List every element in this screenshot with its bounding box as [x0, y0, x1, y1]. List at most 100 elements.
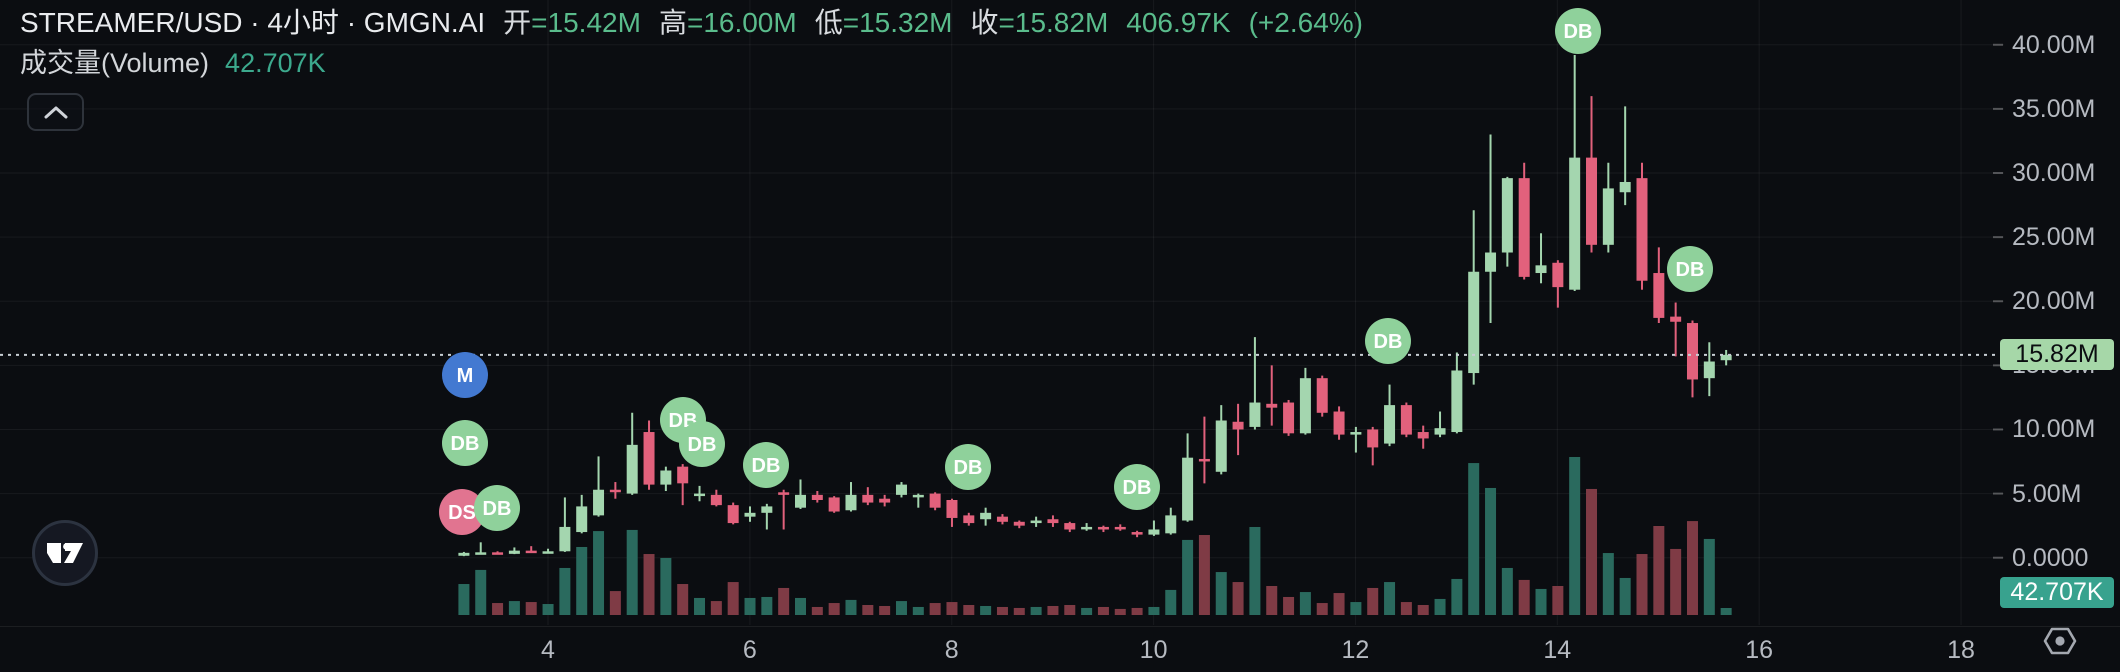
- candle: [778, 489, 790, 530]
- volume-bar: [1249, 526, 1261, 615]
- price-tick-label: 35.00M: [2012, 94, 2096, 123]
- volume-bar: [795, 597, 806, 615]
- hexagon-gear-glyph: [2043, 627, 2077, 655]
- trade-marker-label: DB: [483, 498, 512, 520]
- trade-marker-badge[interactable]: DB: [743, 442, 789, 488]
- volume-bar: [1350, 602, 1362, 615]
- volume-bar: [1215, 572, 1227, 615]
- trade-marker-badge[interactable]: DB: [1667, 246, 1713, 292]
- candle-body: [508, 550, 520, 554]
- candle-body: [1114, 526, 1126, 530]
- symbol-title[interactable]: STREAMER/USD · 4小时 · GMGN.AI: [20, 7, 486, 38]
- price-tick-label: 0.0000: [2012, 543, 2089, 572]
- volume-bar: [744, 597, 756, 615]
- candle-body: [1400, 405, 1412, 435]
- volume-bar: [1552, 585, 1564, 615]
- time-tick-label: 6: [742, 636, 757, 664]
- volume-bar: [694, 597, 706, 615]
- volume-bar: [1670, 548, 1682, 615]
- candle: [1518, 162, 1530, 280]
- price-tick-label: 25.00M: [2012, 223, 2096, 252]
- trade-marker-label: DB: [1123, 477, 1152, 499]
- volume-bar: [963, 605, 975, 615]
- candle-body: [1232, 421, 1244, 430]
- candle: [1249, 337, 1261, 430]
- scale-settings-icon[interactable]: [2042, 623, 2078, 659]
- candle-body: [694, 493, 706, 497]
- volume-layer: [458, 456, 1732, 615]
- low-label: 低: [814, 7, 843, 38]
- candle-body: [1686, 323, 1698, 380]
- candle: [626, 412, 638, 495]
- equals-sign: =: [842, 7, 860, 38]
- trade-marker-badge[interactable]: DB: [945, 444, 991, 490]
- candle: [879, 494, 891, 507]
- candle: [542, 548, 554, 554]
- candle-body: [862, 494, 874, 503]
- volume-bar: [828, 603, 840, 615]
- trade-marker-badge[interactable]: DB: [679, 421, 725, 467]
- candle: [1097, 525, 1109, 533]
- trade-marker-badge[interactable]: DB: [1114, 464, 1160, 510]
- candle-body: [963, 515, 975, 524]
- volume-bar: [710, 601, 722, 615]
- trade-marker-circle: [474, 485, 520, 531]
- candle-body: [1013, 521, 1025, 526]
- volume-bar: [1602, 553, 1614, 615]
- candle-body: [912, 494, 924, 498]
- candle-body: [1266, 403, 1278, 408]
- candle-body: [1720, 354, 1732, 361]
- time-axis[interactable]: 4 6 8 10 12 14 16 18: [0, 626, 2120, 672]
- trade-marker-badge[interactable]: DB: [442, 420, 488, 466]
- trade-marker-circle: [1365, 318, 1411, 364]
- volume-bar: [1283, 596, 1295, 615]
- candle: [559, 497, 571, 552]
- candle: [677, 464, 689, 506]
- trade-marker-badge[interactable]: DB: [1555, 8, 1601, 54]
- price-axis[interactable]: 0.00005.00M10.00M15.00M20.00M25.00M30.00…: [2000, 0, 2120, 626]
- candle: [576, 494, 588, 534]
- tradingview-logo-icon[interactable]: [32, 520, 98, 586]
- trade-marker-circle: [1114, 464, 1160, 510]
- volume-bar: [1114, 608, 1126, 615]
- volume-bar: [1619, 577, 1631, 615]
- candle: [1030, 516, 1042, 527]
- candle-body: [761, 506, 773, 513]
- equals-sign: =: [998, 7, 1015, 38]
- low-value: 15.32M: [859, 7, 953, 38]
- change-amount: 406.97K: [1126, 7, 1231, 38]
- trade-marker-badge[interactable]: M: [442, 352, 488, 398]
- price-tick-label: 5.00M: [2012, 479, 2082, 508]
- candle-body: [1064, 523, 1076, 530]
- trade-marker-circle: [442, 420, 488, 466]
- time-tick-label: 16: [1745, 636, 1774, 664]
- trade-marker-badge[interactable]: DB: [1365, 318, 1411, 364]
- volume-bar: [1434, 598, 1446, 615]
- candle-body: [744, 512, 756, 517]
- volume-bar: [593, 531, 605, 615]
- trade-marker-badge[interactable]: DS: [439, 489, 485, 535]
- volume-bar: [1299, 592, 1311, 615]
- candle-body: [1367, 429, 1379, 448]
- price-tick-label: 10.00M: [2012, 415, 2096, 444]
- candle: [795, 479, 806, 509]
- candle-body: [710, 494, 722, 506]
- candle: [1400, 402, 1412, 438]
- candle-body: [593, 489, 605, 516]
- candle-body: [1148, 529, 1160, 535]
- trade-marker-circle: [679, 421, 725, 467]
- volume-bar: [626, 529, 638, 615]
- collapse-indicator-button[interactable]: [27, 93, 84, 131]
- candle-body: [1198, 458, 1210, 462]
- candle: [1367, 426, 1379, 466]
- volume-bar: [458, 584, 470, 615]
- volume-bar: [1064, 605, 1076, 615]
- time-tick-label: 18: [1947, 636, 1975, 664]
- candle-body: [1501, 178, 1513, 253]
- last-price-label: 15.82M: [2000, 339, 2114, 371]
- candle: [1283, 399, 1295, 436]
- trade-marker-badge[interactable]: DB: [474, 485, 520, 531]
- volume-bar: [879, 605, 891, 615]
